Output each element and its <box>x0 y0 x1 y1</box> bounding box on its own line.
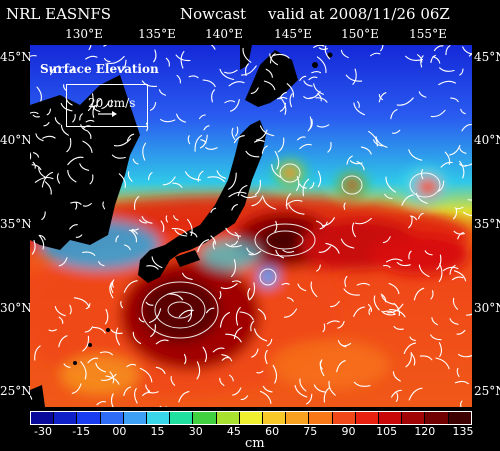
colorbar-tick-label: 15 <box>151 425 165 438</box>
colorbar-swatch <box>333 412 356 424</box>
colorbar-swatch <box>240 412 263 424</box>
title-product: Nowcast <box>180 5 246 23</box>
colorbar-swatch <box>449 412 471 424</box>
vector-scale-arrow <box>98 111 118 117</box>
colorbar-swatch <box>402 412 425 424</box>
colorbar-swatch <box>425 412 448 424</box>
lon-label-155: 155°E <box>409 27 447 41</box>
colorbar-tick-label: 105 <box>376 425 397 438</box>
lon-label-140: 140°E <box>205 27 243 41</box>
colorbar-swatch <box>147 412 170 424</box>
lat-label-45-right: 45°N <box>474 50 500 64</box>
lat-label-35-right: 35°N <box>474 217 500 231</box>
colorbar-swatch <box>54 412 77 424</box>
colorbar-swatch <box>170 412 193 424</box>
lat-label-25-right: 25°N <box>474 384 500 398</box>
colorbar-swatch <box>31 412 54 424</box>
colorbar-tick-label: 30 <box>189 425 203 438</box>
colorbar-tick-label: 75 <box>303 425 317 438</box>
lat-label-25-left: 25°N <box>0 384 32 398</box>
colorbar-swatch <box>286 412 309 424</box>
lon-label-130: 130°E <box>65 27 103 41</box>
colorbar-tick-label: -30 <box>34 425 52 438</box>
colorbar-tick-label: 135 <box>453 425 474 438</box>
lon-label-145: 145°E <box>274 27 312 41</box>
lat-label-30-right: 30°N <box>474 301 500 315</box>
colorbar-swatch <box>379 412 402 424</box>
colorbar-swatch <box>263 412 286 424</box>
map-title: NRL EASNFS Nowcast valid at 2008/11/26 0… <box>0 2 500 24</box>
title-valid-time: valid at 2008/11/26 06Z <box>268 5 450 23</box>
lon-label-135: 135°E <box>138 27 176 41</box>
colorbar-swatch <box>101 412 124 424</box>
colorbar-tick-label: 00 <box>112 425 126 438</box>
lon-label-150: 150°E <box>341 27 379 41</box>
colorbar-tick-label: 90 <box>341 425 355 438</box>
colorbar-swatch <box>217 412 240 424</box>
colorbar-swatch <box>124 412 147 424</box>
colorbar-tick-label: 120 <box>414 425 435 438</box>
title-org: NRL EASNFS <box>6 5 111 23</box>
colorbar-unit: cm <box>245 436 265 451</box>
field-label: Surface Elevation <box>40 62 159 76</box>
colorbar <box>30 411 472 425</box>
lat-label-40-right: 40°N <box>474 133 500 147</box>
vector-scale-label: 20 cm/s <box>88 96 135 110</box>
colorbar-tick-label: -15 <box>72 425 90 438</box>
lat-label-40-left: 40°N <box>0 133 32 147</box>
colorbar-tick-label: 45 <box>227 425 241 438</box>
colorbar-swatch <box>356 412 379 424</box>
colorbar-swatch <box>309 412 332 424</box>
lat-label-45-left: 45°N <box>0 50 32 64</box>
colorbar-swatch <box>77 412 100 424</box>
lat-label-35-left: 35°N <box>0 217 32 231</box>
lat-label-30-left: 30°N <box>0 301 32 315</box>
colorbar-tick-label: 60 <box>265 425 279 438</box>
colorbar-swatch <box>193 412 216 424</box>
